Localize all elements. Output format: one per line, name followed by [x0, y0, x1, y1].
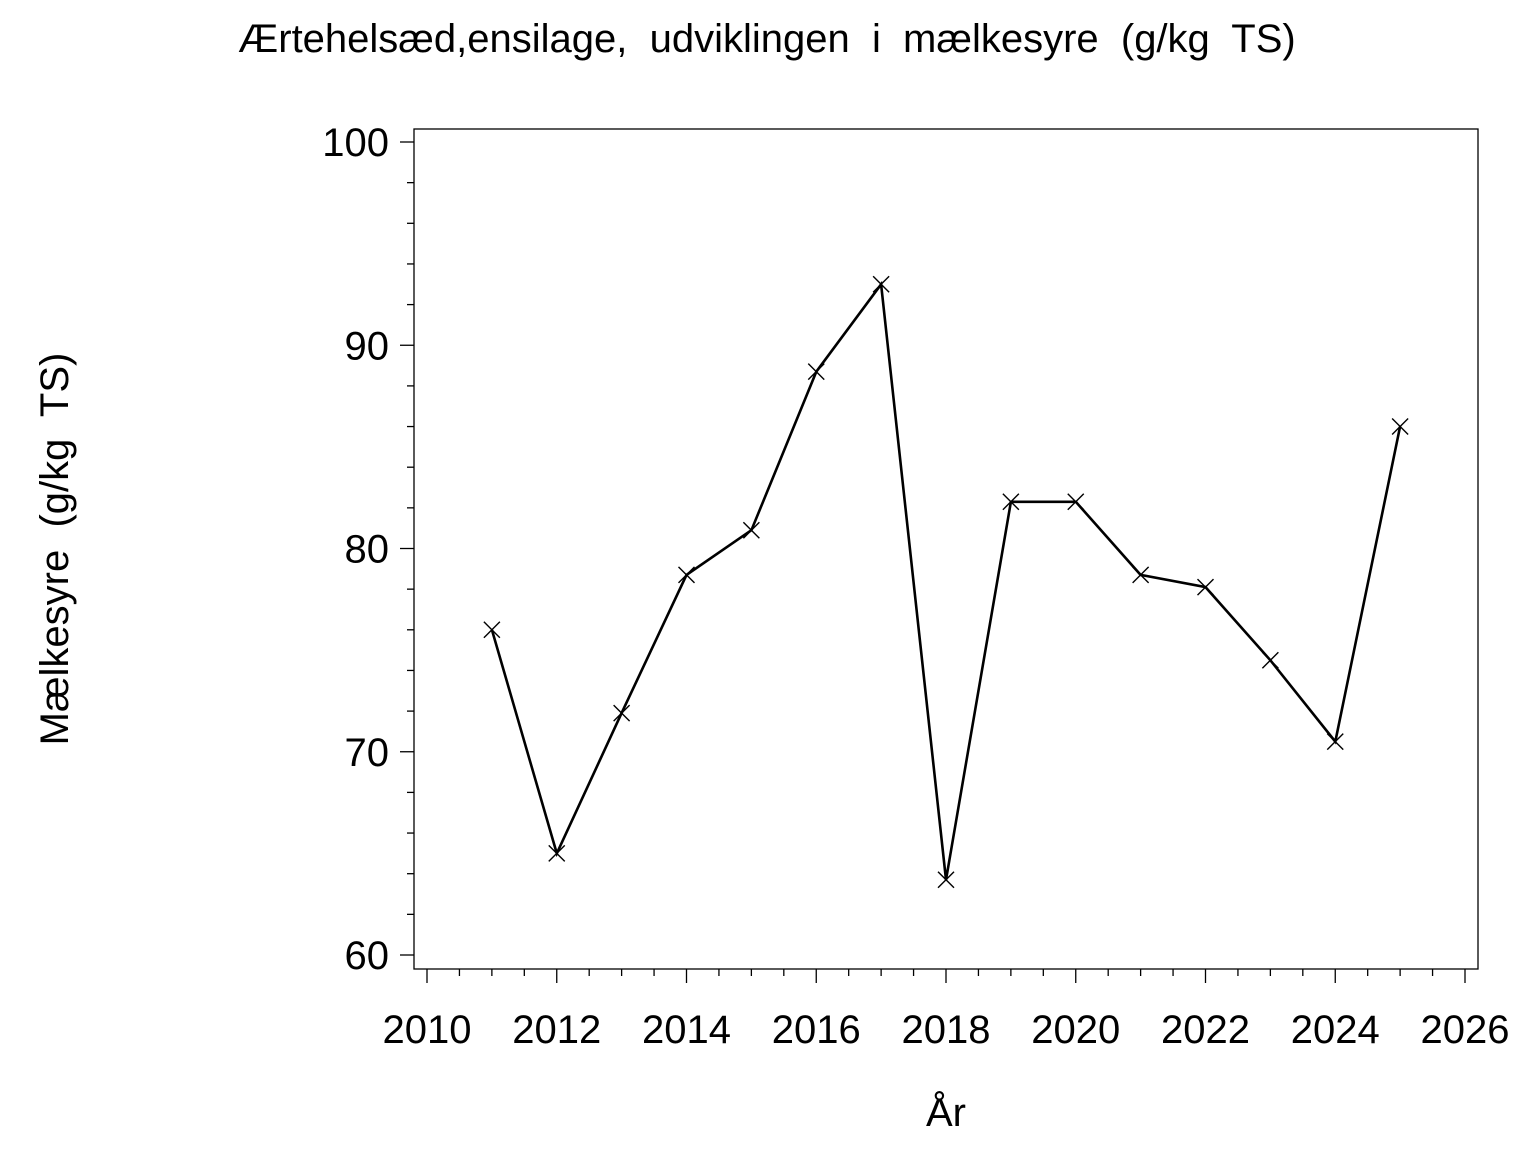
data-point-marker: [548, 844, 566, 862]
x-axis-label: År: [926, 1090, 966, 1135]
y-axis: 60 70 80 90 100: [322, 121, 414, 978]
data-point-marker: [1002, 493, 1020, 511]
x-tick-label: 2010: [383, 1008, 472, 1052]
data-point-marker: [1132, 566, 1150, 584]
y-tick-label: 70: [345, 731, 390, 775]
x-tick-label: 2012: [512, 1008, 601, 1052]
y-tick-label: 90: [345, 324, 390, 368]
data-point-marker: [678, 566, 695, 584]
y-axis-label: Mælkesyre (g/kg TS): [33, 353, 77, 746]
series-group: [483, 275, 1409, 889]
x-tick-label: 2020: [1031, 1008, 1120, 1052]
data-point-marker: [483, 621, 501, 639]
x-tick-label: 2024: [1291, 1008, 1380, 1052]
series-line: [490, 280, 1402, 881]
plot-frame: [413, 128, 1479, 970]
y-tick-label: 80: [345, 528, 390, 572]
x-tick-label: 2022: [1161, 1008, 1250, 1052]
x-tick-label: 2026: [1421, 1008, 1510, 1052]
data-point-marker: [872, 275, 890, 293]
data-point-marker: [1197, 578, 1214, 596]
data-point-marker: [1261, 651, 1279, 669]
data-point-marker: [937, 871, 955, 889]
x-axis: 2010 2012 2014 2016 2018 2020 2022 2024 2026: [383, 969, 1510, 1052]
x-tick-label: 2016: [772, 1008, 861, 1052]
data-point-marker: [1326, 733, 1344, 751]
data-point-marker: [613, 704, 631, 722]
y-tick-label: 60: [345, 934, 390, 978]
data-point-marker: [1391, 418, 1409, 436]
y-tick-label: 100: [322, 121, 389, 165]
data-point-marker: [1067, 493, 1085, 511]
data-point-marker: [807, 363, 825, 381]
data-point-marker: [742, 521, 760, 539]
x-tick-label: 2018: [902, 1008, 991, 1052]
x-tick-label: 2014: [642, 1008, 731, 1052]
chart-title: Ærtehelsæd,ensilage, udviklingen i mælke…: [238, 17, 1295, 61]
